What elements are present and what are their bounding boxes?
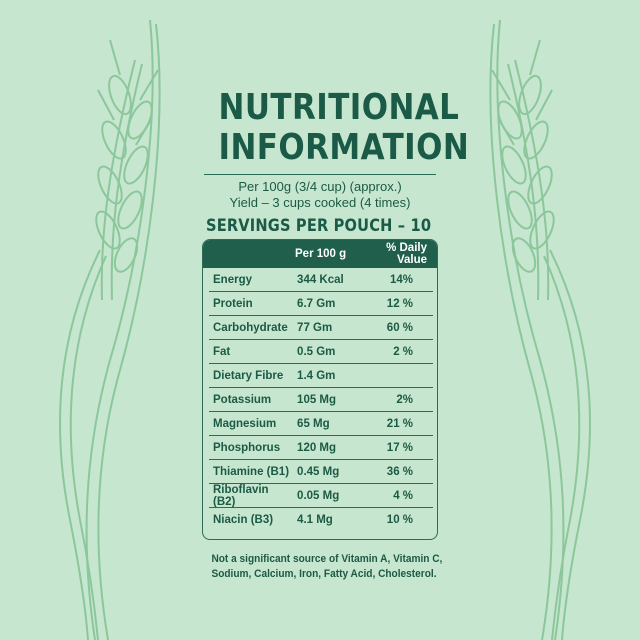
nutrient-name: Protein <box>213 297 253 310</box>
nutrient-name: Fat <box>213 345 231 358</box>
nutrient-amount: 0.45 Mg <box>297 465 340 478</box>
nutrient-daily-value: 14% <box>389 273 414 286</box>
wheat-illustration-left <box>59 19 161 640</box>
header-daily-value: % Daily Value <box>386 242 427 266</box>
nutrient-amount: 344 Kcal <box>297 273 344 286</box>
nutrient-amount: 65 Mg <box>297 417 330 430</box>
nutrient-amount: 105 Mg <box>297 393 337 406</box>
header-per-100g: Per 100 g <box>295 248 347 260</box>
table-row: Energy 344 Kcal 14% <box>209 268 433 292</box>
page-title: NUTRITIONAL INFORMATION <box>219 88 469 168</box>
footnote-line-2: Sodium, Calcium, Iron, Fatty Acid, Chole… <box>211 568 437 580</box>
nutrient-amount: 77 Gm <box>297 321 333 334</box>
nutrient-name: Thiamine (B1) <box>213 465 290 478</box>
title-line-2: INFORMATION <box>218 127 470 168</box>
nutrient-daily-value: 17 % <box>386 441 414 454</box>
table-row: Magnesium 65 Mg 21 % <box>209 412 433 436</box>
table-header: Per 100 g % Daily Value <box>203 240 437 268</box>
nutrient-daily-value: 4 % <box>393 489 414 502</box>
nutrient-daily-value: 2 % <box>393 345 414 358</box>
nutrient-name: Riboflavin (B2) <box>213 483 269 508</box>
nutrition-panel: NUTRITIONAL INFORMATION Per 100g (3/4 cu… <box>202 88 469 582</box>
table-row: Dietary Fibre 1.4 Gm <box>209 364 433 388</box>
nutrient-daily-value: 12 % <box>386 297 414 310</box>
footnote: Not a significant source of Vitamin A, V… <box>211 552 442 582</box>
nutrient-name: Magnesium <box>213 417 277 430</box>
nutrient-amount: 6.7 Gm <box>297 297 336 310</box>
table-row: Carbohydrate 77 Gm 60 % <box>209 316 433 340</box>
serving-size-text: Per 100g (3/4 cup) (approx.) <box>238 179 402 194</box>
table-row: Riboflavin (B2) 0.05 Mg 4 % <box>209 484 433 508</box>
wheat-illustration-right <box>489 19 591 640</box>
nutrient-name: Potassium <box>213 393 272 406</box>
nutrient-daily-value: 21 % <box>386 417 414 430</box>
table-row: Fat 0.5 Gm 2 % <box>209 340 433 364</box>
nutrient-name: Phosphorus <box>213 441 281 454</box>
table-body: Energy 344 Kcal 14% Protein 6.7 Gm 12 % … <box>203 268 437 539</box>
nutrient-name: Niacin (B3) <box>213 513 274 526</box>
nutrient-amount: 0.05 Mg <box>297 489 340 502</box>
nutrient-amount: 0.5 Gm <box>297 345 336 358</box>
nutrition-table: Per 100 g % Daily Value Energy 344 Kcal … <box>202 239 438 540</box>
servings-heading: SERVINGS PER POUCH – 10 <box>206 216 432 236</box>
nutrient-name: Carbohydrate <box>213 321 288 334</box>
yield-text: Yield – 3 cups cooked (4 times) <box>229 195 411 210</box>
title-line-1: NUTRITIONAL <box>218 87 460 128</box>
table-row: Thiamine (B1) 0.45 Mg 36 % <box>209 460 433 484</box>
nutrient-daily-value: 2% <box>396 393 414 406</box>
table-row: Protein 6.7 Gm 12 % <box>209 292 433 316</box>
title-divider <box>204 174 436 175</box>
nutrient-amount: 1.4 Gm <box>297 369 336 382</box>
nutrient-daily-value: 60 % <box>386 321 414 334</box>
nutrient-name: Energy <box>213 273 252 286</box>
nutrient-amount: 120 Mg <box>297 441 337 454</box>
table-row: Phosphorus 120 Mg 17 % <box>209 436 433 460</box>
nutrient-amount: 4.1 Mg <box>297 513 333 526</box>
nutrient-name: Dietary Fibre <box>213 369 284 382</box>
table-row: Potassium 105 Mg 2% <box>209 388 433 412</box>
table-row: Niacin (B3) 4.1 Mg 10 % <box>209 508 433 531</box>
nutrient-daily-value: 10 % <box>386 513 414 526</box>
nutrient-daily-value: 36 % <box>386 465 414 478</box>
footnote-line-1: Not a significant source of Vitamin A, V… <box>211 553 443 565</box>
